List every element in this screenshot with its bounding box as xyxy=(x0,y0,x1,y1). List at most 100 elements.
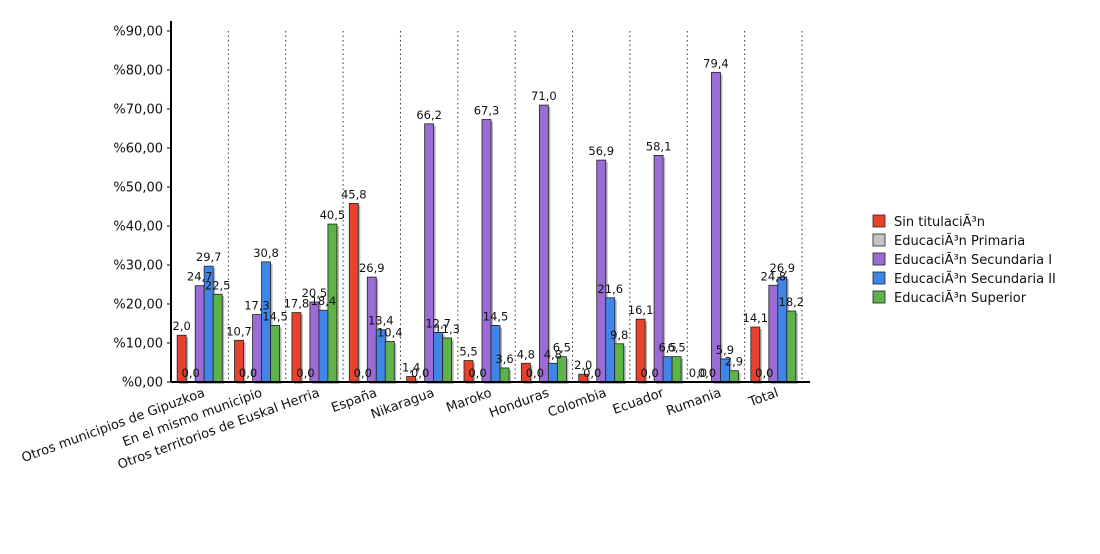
bar xyxy=(711,71,721,383)
x-category-label: Total xyxy=(746,386,781,411)
bar-data-label: 0,0 xyxy=(354,366,372,380)
x-category-label: Colombia xyxy=(546,386,609,421)
bar xyxy=(729,370,739,383)
bar-data-label: 18,2 xyxy=(779,295,805,309)
legend-swatch xyxy=(872,252,886,266)
bar xyxy=(614,343,625,383)
bar-data-label: 0,0 xyxy=(755,366,773,380)
legend-label: EducaciÃ³n Superior xyxy=(894,290,1027,306)
bar-data-label: 17,3 xyxy=(244,299,270,313)
bar-data-label: 13,4 xyxy=(368,314,394,328)
bar-data-label: 71,0 xyxy=(531,89,557,103)
legend-swatch xyxy=(872,233,886,247)
bar-data-label: 79,4 xyxy=(703,56,729,70)
bar-data-label: 0,0 xyxy=(411,366,429,380)
bar-data-label: 0,0 xyxy=(182,366,200,380)
bar xyxy=(424,123,435,383)
legend-swatch xyxy=(872,271,886,285)
bar xyxy=(348,202,359,383)
bar-data-label: 4,8 xyxy=(517,347,535,361)
bar-data-label: 1,4 xyxy=(402,361,420,375)
axes: %0,00 %10,00 %20,00 %30,00 %40,00 %50,00 %60,0… xyxy=(20,21,810,473)
bar-data-label: 22,5 xyxy=(205,278,231,292)
bar-data-label: 6,5 xyxy=(658,341,676,355)
bar-data-label: 29,7 xyxy=(196,250,222,264)
bar-data-label: 24,8 xyxy=(761,269,787,283)
bar-data-label: 56,9 xyxy=(588,144,614,158)
bar xyxy=(433,332,444,383)
bar-data-label: 14,5 xyxy=(262,309,288,323)
bar-data-label: 0,0 xyxy=(526,366,544,380)
bar-data-label: 14,1 xyxy=(743,311,769,325)
legend-label: EducaciÃ³n Secundaria II xyxy=(894,271,1056,287)
bar xyxy=(442,337,453,383)
bar xyxy=(547,362,558,383)
data-labels: 2,00,024,729,722,510,70,017,330,814,517,… xyxy=(173,56,805,380)
bar-data-label: 10,7 xyxy=(226,324,252,338)
bar xyxy=(777,276,788,383)
bar-data-label: 17,8 xyxy=(284,297,310,311)
bar-data-label: 0,0 xyxy=(640,366,658,380)
x-category-label: Ecuador xyxy=(611,385,667,417)
bar xyxy=(538,104,549,383)
bar-data-label: 0,0 xyxy=(296,366,314,380)
bar-data-label: 26,9 xyxy=(770,261,796,275)
grid xyxy=(227,31,803,382)
bar-data-label: 66,2 xyxy=(416,108,442,122)
bar-data-label: 0,0 xyxy=(468,366,486,380)
bar-data-label: 5,9 xyxy=(716,343,734,357)
legend-label: EducaciÃ³n Primaria xyxy=(894,233,1025,249)
y-tick-label: %30,00 xyxy=(113,259,163,274)
bar xyxy=(481,119,492,383)
bar-data-label: 2,0 xyxy=(574,358,592,372)
bar-data-label: 0,0 xyxy=(689,366,707,380)
bar-data-label: 4,8 xyxy=(544,347,562,361)
y-tick-label: %70,00 xyxy=(113,103,163,118)
bar-data-label: 24,7 xyxy=(187,270,213,284)
bar-data-label: 2,0 xyxy=(173,319,191,333)
bar-data-label: 26,9 xyxy=(359,261,385,275)
bar xyxy=(212,293,223,383)
y-tick-label: %60,00 xyxy=(113,142,163,157)
legend-swatch xyxy=(872,290,886,304)
bar xyxy=(499,367,510,383)
bar-data-label: 0,0 xyxy=(698,366,716,380)
bar-data-label: 45,8 xyxy=(341,187,367,201)
y-tick-label: %80,00 xyxy=(113,64,163,79)
bar-data-label: 67,3 xyxy=(474,104,500,118)
bar-data-label: 6,5 xyxy=(553,341,571,355)
legend-swatch xyxy=(872,214,886,228)
bar xyxy=(786,310,797,383)
y-tick-label: %90,00 xyxy=(113,25,163,40)
y-tick-label: %40,00 xyxy=(113,220,163,235)
bar xyxy=(384,341,395,383)
bar-data-label: 14,5 xyxy=(483,309,509,323)
bar xyxy=(270,325,280,383)
bar-data-label: 6,5 xyxy=(667,341,685,355)
y-tick-label: %10,00 xyxy=(113,337,163,352)
bar-data-label: 30,8 xyxy=(253,246,279,260)
bar-data-label: 0,0 xyxy=(583,366,601,380)
bar-data-label: 5,5 xyxy=(459,345,477,359)
bar-data-label: 0,0 xyxy=(239,366,257,380)
x-category-label: Rumania xyxy=(664,386,723,420)
legend: Sin titulaciÃ³n EducaciÃ³n Primaria Educac… xyxy=(872,214,1056,306)
bar xyxy=(662,356,673,383)
bar-data-label: 18,4 xyxy=(311,294,337,308)
y-tick-label: %50,00 xyxy=(113,181,163,196)
bar xyxy=(318,309,329,383)
y-tick-label: %0,00 xyxy=(122,376,163,391)
bar xyxy=(596,159,607,383)
bar-data-label: 20,5 xyxy=(302,286,328,300)
bar-data-label: 11,3 xyxy=(434,322,460,336)
bar-data-label: 16,1 xyxy=(628,303,654,317)
bar-data-label: 40,5 xyxy=(320,208,346,222)
legend-label: Sin titulaciÃ³n xyxy=(894,214,985,230)
bars xyxy=(176,71,798,384)
x-category-label: Honduras xyxy=(487,386,551,422)
bar-data-label: 58,1 xyxy=(646,139,672,153)
legend-label: EducaciÃ³n Secundaria I xyxy=(894,252,1052,268)
bar-data-label: 12,7 xyxy=(425,316,451,330)
